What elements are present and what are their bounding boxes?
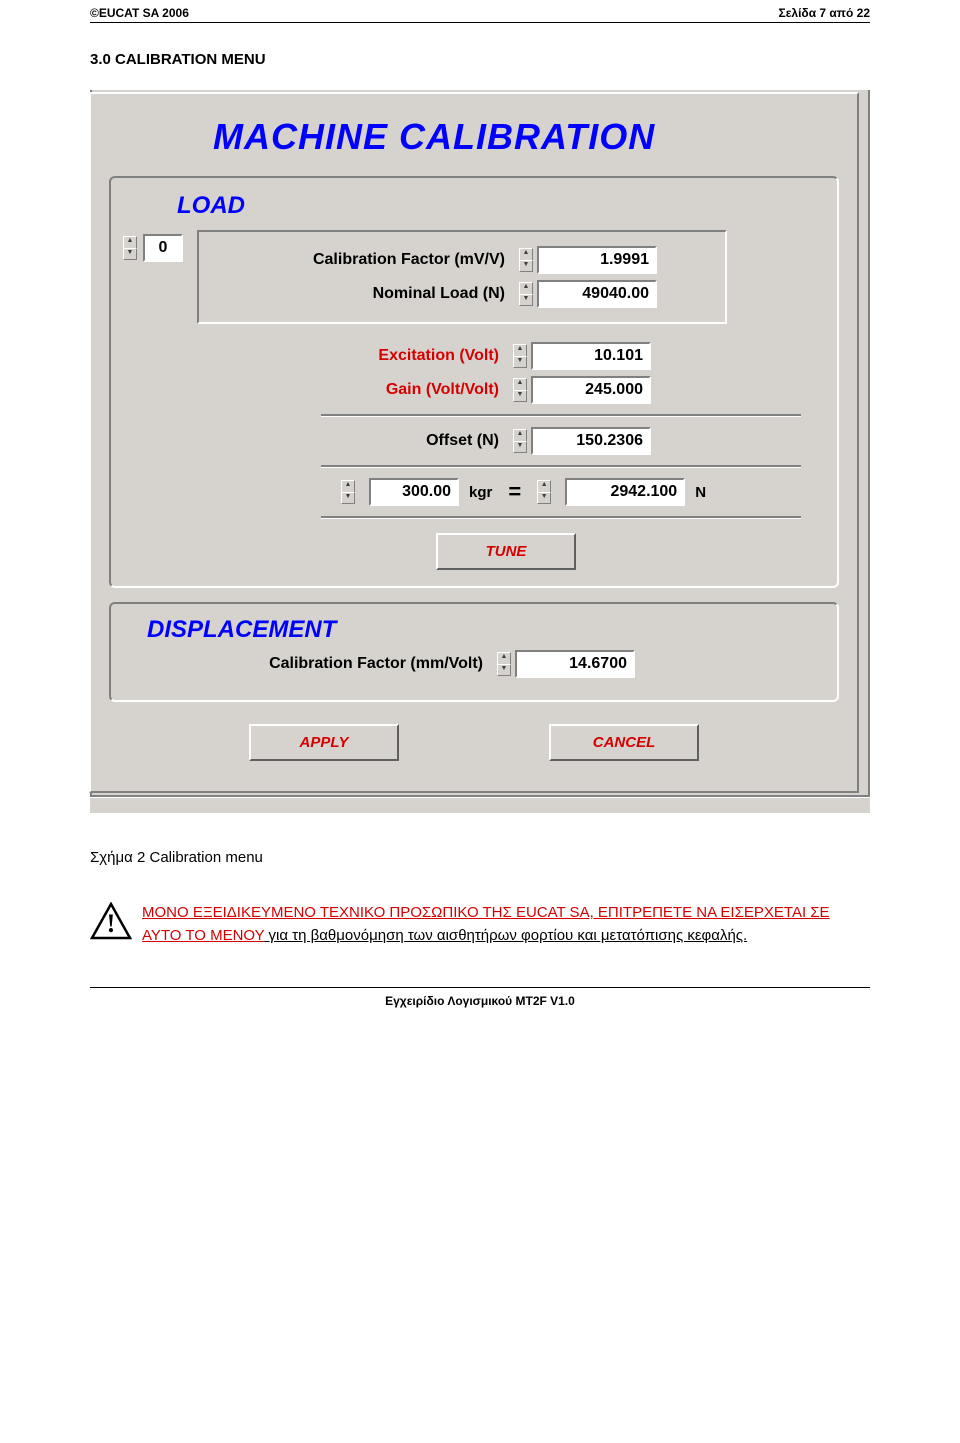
gain-spinner[interactable]: ▲▼ (513, 378, 529, 402)
section-title: 3.0 CALIBRATION MENU (90, 51, 870, 68)
apply-button[interactable]: APPLY (249, 724, 399, 761)
eq-right-input[interactable] (565, 478, 685, 506)
warning-text-rest: για τη βαθμονόμηση των αισθητήρων φορτίο… (264, 927, 747, 944)
svg-text:!: ! (107, 909, 116, 938)
offset-label: Offset (N) (263, 432, 513, 450)
cal-factor-input[interactable] (537, 246, 657, 274)
index-spinner[interactable]: ▲▼ (123, 236, 139, 260)
gain-label: Gain (Volt/Volt) (263, 381, 513, 399)
header-right: Σελίδα 7 από 22 (779, 6, 870, 20)
offset-input[interactable] (531, 427, 651, 455)
eq-right-spinner[interactable]: ▲▼ (537, 480, 553, 504)
excitation-label: Excitation (Volt) (263, 347, 513, 365)
eq-left-spinner[interactable]: ▲▼ (341, 480, 357, 504)
calibration-dialog-window: MACHINE CALIBRATION LOAD ▲▼ (90, 90, 870, 797)
gain-input[interactable] (531, 376, 651, 404)
disp-cal-factor-label: Calibration Factor (mm/Volt) (137, 655, 497, 673)
tune-button[interactable]: TUNE (436, 533, 576, 570)
equals-sign: = (508, 479, 521, 505)
excitation-spinner[interactable]: ▲▼ (513, 344, 529, 368)
page-footer: Εγχειρίδιο Λογισμικού MT2F V1.0 (90, 987, 870, 1008)
warning-paragraph: ! ΜΟΝΟ ΕΞΕΙΔΙΚΕΥΜΕΝΟ ΤΕΧΝΙΚΟ ΠΡΟΣΩΠΙΚΟ Τ… (90, 902, 870, 947)
load-inner-box: Calibration Factor (mV/V) ▲▼ Nominal Loa… (197, 230, 727, 324)
cal-factor-label: Calibration Factor (mV/V) (209, 251, 519, 269)
eq-right-unit: N (695, 484, 706, 501)
cancel-button[interactable]: CANCEL (549, 724, 699, 761)
eq-left-input[interactable] (369, 478, 459, 506)
eq-left-unit: kgr (469, 484, 492, 501)
nominal-load-input[interactable] (537, 280, 657, 308)
warning-icon: ! (90, 902, 132, 940)
divider-3 (321, 516, 801, 519)
index-input[interactable] (143, 234, 183, 262)
load-group: LOAD ▲▼ Calibration Factor (mV/V) (109, 176, 839, 588)
nominal-load-spinner[interactable]: ▲▼ (519, 282, 535, 306)
disp-cal-factor-spinner[interactable]: ▲▼ (497, 652, 513, 676)
displacement-title: DISPLACEMENT (147, 616, 821, 644)
cal-factor-spinner[interactable]: ▲▼ (519, 248, 535, 272)
divider-1 (321, 414, 801, 417)
displacement-group: DISPLACEMENT Calibration Factor (mm/Volt… (109, 602, 839, 702)
nominal-load-label: Nominal Load (N) (209, 285, 519, 303)
scrollbar-area[interactable] (90, 797, 870, 813)
excitation-input[interactable] (531, 342, 651, 370)
header-left: ©EUCAT SA 2006 (90, 6, 189, 20)
divider-2 (321, 465, 801, 468)
load-title: LOAD (177, 192, 821, 220)
dialog-title: MACHINE CALIBRATION (213, 116, 845, 158)
figure-caption: Σχήμα 2 Calibration menu (90, 849, 870, 866)
offset-spinner[interactable]: ▲▼ (513, 429, 529, 453)
page-header: ©EUCAT SA 2006 Σελίδα 7 από 22 (90, 0, 870, 23)
disp-cal-factor-input[interactable] (515, 650, 635, 678)
